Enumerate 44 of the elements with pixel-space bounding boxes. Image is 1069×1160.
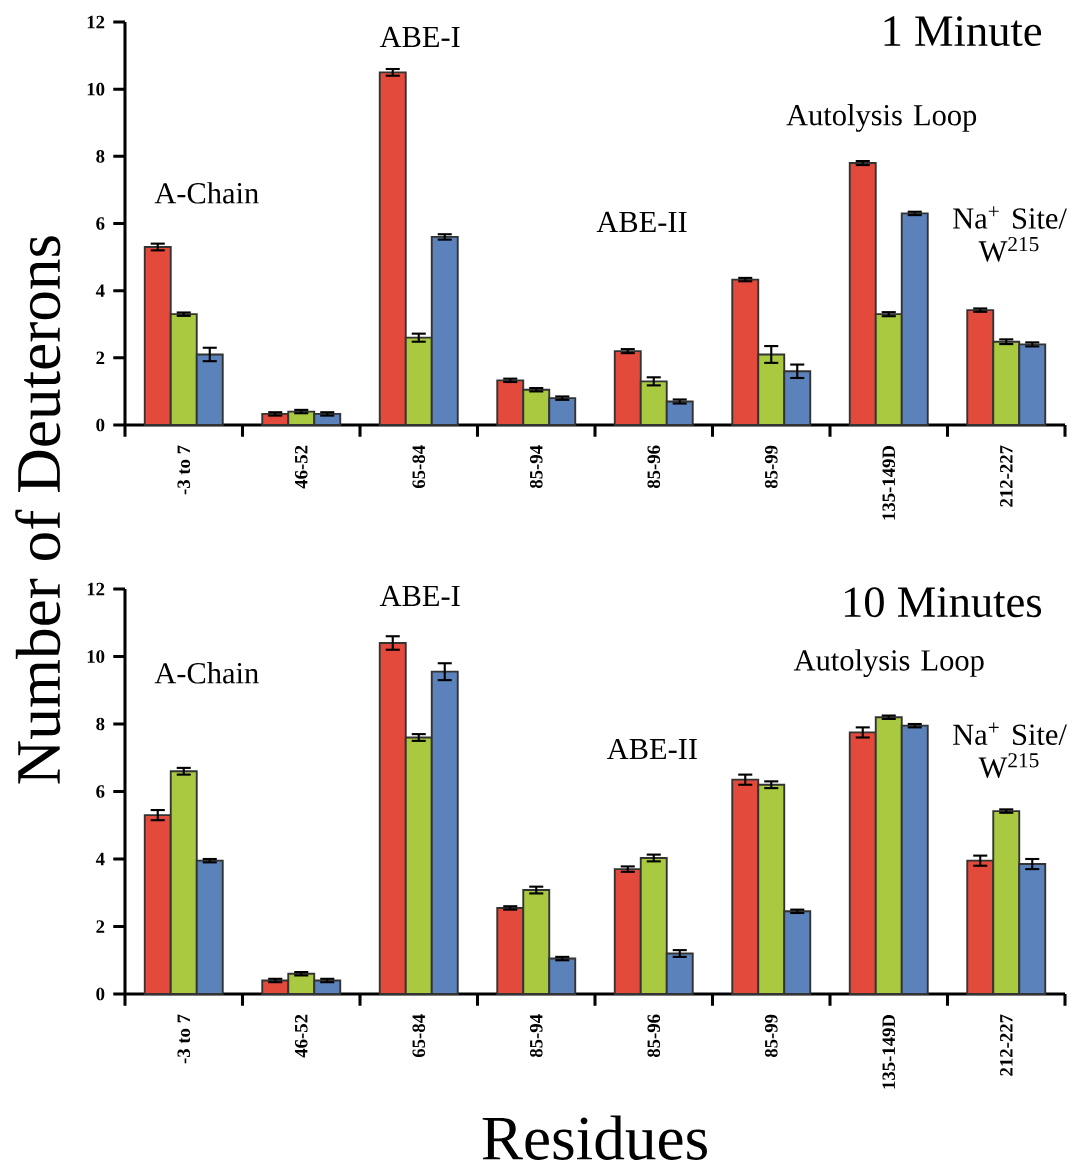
annotation: A-Chain	[154, 662, 259, 684]
annotation: Na$^{+}$ Site/ W$^{215}$	[953, 206, 1067, 262]
y-tick-label: 4	[95, 284, 105, 297]
x-tick-label: 85-99	[764, 1014, 778, 1058]
y-tick-label: 8	[96, 717, 105, 731]
y-tick-label: 2	[96, 920, 105, 933]
y-axis-title: Number of Deuterons	[15, 236, 61, 784]
annotation: ABE-II	[606, 738, 697, 760]
x-tick-label: 65-84	[412, 445, 426, 489]
annotation: ABE-I	[379, 585, 460, 606]
annotation: A-Chain	[154, 182, 259, 204]
x-axis-title: Residues	[482, 1115, 707, 1160]
x-tick-label: 85-94	[529, 1014, 543, 1058]
y-tick-label: 8	[96, 150, 105, 163]
annotation: Autolysis Loop	[793, 649, 984, 677]
y-tick-label: 10	[87, 82, 105, 96]
x-tick-label: -3 to 7	[177, 445, 191, 495]
x-tick-label: 85-96	[647, 1014, 661, 1058]
y-tick-label: 0	[96, 987, 105, 1001]
x-tick-label: 135-149D	[882, 445, 896, 520]
x-tick-label: -3 to 7	[177, 1014, 191, 1064]
y-tick-label: 0	[96, 418, 105, 432]
x-tick-label: 85-94	[529, 445, 543, 489]
y-tick-label: 4	[95, 852, 105, 866]
annotation: ABE-I	[379, 26, 460, 47]
chart-title: 10 Minutes	[844, 587, 1042, 618]
y-tick-label: 12	[87, 582, 105, 596]
x-tick-label: 212-227	[1000, 1014, 1013, 1076]
annotation: Na$^{+}$ Site/ W$^{215}$	[953, 722, 1067, 778]
chart-title: 1 Minute	[884, 16, 1042, 47]
x-tick-label: 46-52	[294, 445, 308, 489]
y-tick-label: 2	[96, 351, 105, 365]
y-tick-label: 10	[87, 650, 105, 663]
y-tick-label: 6	[96, 785, 105, 798]
y-tick-label: 6	[96, 217, 105, 230]
x-tick-label: 85-96	[647, 445, 661, 489]
annotation: ABE-II	[596, 211, 687, 232]
x-tick-label: 135-149D	[882, 1014, 896, 1089]
y-tick-label: 12	[87, 15, 105, 29]
x-tick-label: 46-52	[294, 1014, 308, 1058]
x-tick-label: 65-84	[412, 1014, 426, 1058]
x-tick-label: 212-227	[1000, 445, 1013, 507]
annotation: Autolysis Loop	[786, 104, 977, 132]
x-tick-label: 85-99	[764, 445, 778, 489]
